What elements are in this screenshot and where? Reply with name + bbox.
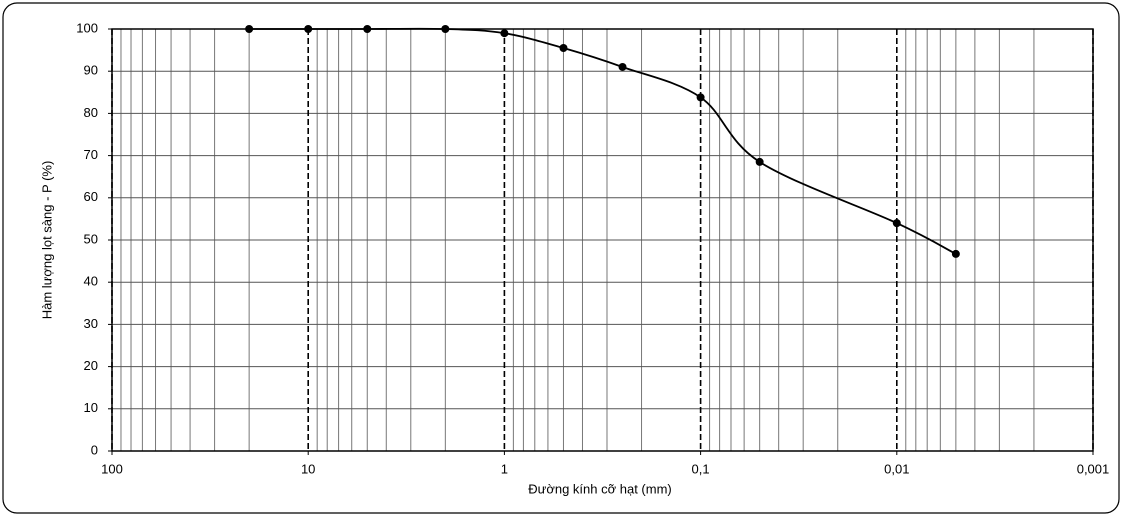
x-axis-title: Đường kính cỡ hạt (mm) bbox=[528, 481, 672, 496]
y-tick-label: 90 bbox=[84, 63, 98, 78]
y-tick-label: 60 bbox=[84, 189, 98, 204]
x-tick-label: 0,001 bbox=[1077, 461, 1110, 476]
point bbox=[441, 25, 450, 33]
y-tick-label: 40 bbox=[84, 274, 98, 289]
point bbox=[245, 25, 254, 33]
y-tick-label: 100 bbox=[76, 20, 98, 35]
y-axis-title: Hàm lượng lọt sàng - P (%) bbox=[39, 161, 54, 320]
curve bbox=[249, 27, 957, 255]
y-tick-label: 80 bbox=[84, 105, 98, 120]
point bbox=[755, 157, 764, 166]
point bbox=[696, 93, 705, 102]
point bbox=[363, 25, 372, 33]
x-tick-label: 1 bbox=[501, 461, 508, 476]
point bbox=[951, 249, 960, 258]
x-tick-label: 10 bbox=[301, 461, 315, 476]
y-tick-label: 20 bbox=[84, 358, 98, 373]
y-tick-label: 0 bbox=[91, 442, 98, 457]
plot-border bbox=[111, 28, 1094, 452]
x-tick-label: 0,01 bbox=[884, 461, 909, 476]
y-tick-label: 10 bbox=[84, 400, 98, 415]
point bbox=[559, 43, 568, 52]
point bbox=[304, 25, 313, 33]
point bbox=[892, 219, 901, 228]
x-tick-label: 0,1 bbox=[692, 461, 710, 476]
y-tick-label: 50 bbox=[84, 231, 98, 246]
x-tick-label: 100 bbox=[101, 461, 123, 476]
y-tick-label: 70 bbox=[84, 147, 98, 162]
y-tick-label: 30 bbox=[84, 316, 98, 331]
point bbox=[618, 62, 627, 71]
point bbox=[500, 29, 509, 38]
